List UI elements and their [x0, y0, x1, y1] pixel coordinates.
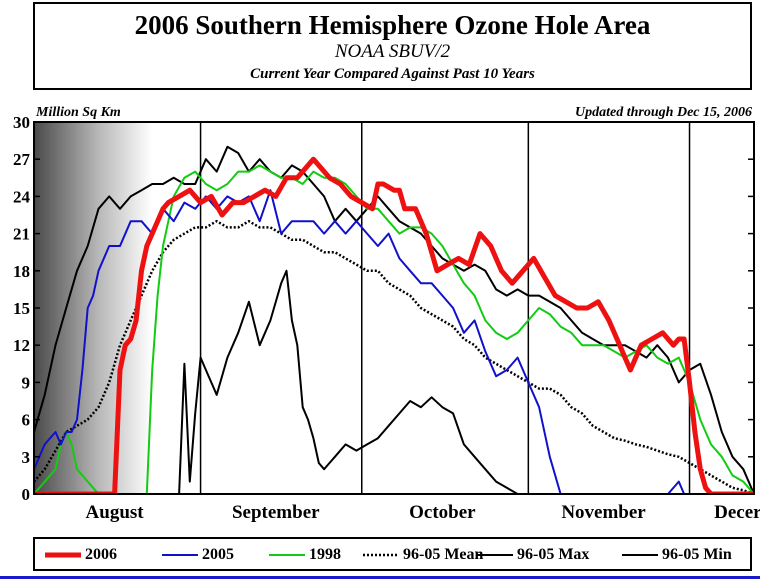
- updated-note: Updated through Dec 15, 2006: [575, 105, 752, 120]
- y-tick-label: 18: [13, 262, 30, 281]
- y-tick-label: 6: [22, 411, 31, 430]
- series-line-2006: [34, 156, 754, 494]
- legend-label: 96-05 Min: [662, 546, 732, 563]
- legend-label: 96-05 Mean: [403, 546, 484, 563]
- chart-title: 2006 Southern Hemisphere Ozone Hole Area: [134, 10, 651, 40]
- series-line-2005: [34, 189, 754, 494]
- title-box: 2006 Southern Hemisphere Ozone Hole Area…: [33, 2, 752, 90]
- y-tick-label: 12: [13, 336, 30, 355]
- bottom-rule: [0, 576, 760, 579]
- y-tick-label: 0: [22, 485, 31, 504]
- y-tick-label: 24: [13, 187, 31, 206]
- chart-subtitle: NOAA SBUV/2: [334, 41, 451, 62]
- x-axis: August September October November Decer: [86, 502, 760, 523]
- y-tick-label: 27: [13, 150, 31, 169]
- x-tick-label: September: [232, 502, 320, 523]
- y-tick-label: 3: [22, 448, 31, 467]
- chart-subtitle-2: Current Year Compared Against Past 10 Ye…: [250, 66, 535, 82]
- y-tick-label: 15: [13, 299, 30, 318]
- legend-label: 2006: [85, 546, 117, 563]
- legend-label: 96-05 Max: [517, 546, 590, 563]
- legend-label: 2005: [202, 546, 234, 563]
- series-lines: [34, 145, 754, 494]
- legend-label: 1998: [309, 546, 341, 563]
- series-line-96-05-min: [34, 269, 754, 494]
- series-line-96-05-mean: [34, 219, 754, 494]
- y-axis: 0 3 6 9 12 15 18 21 24 27 30: [13, 113, 754, 504]
- legend: 2006 2005 1998 96-05 Mean 96-05 Max 96-0…: [33, 537, 752, 571]
- y-tick-label: 30: [13, 113, 30, 132]
- series-line-96-05-max: [34, 145, 754, 494]
- x-tick-label: August: [86, 502, 145, 523]
- x-tick-label: November: [561, 502, 646, 523]
- y-tick-label: 21: [13, 225, 30, 244]
- y-tick-label: 9: [22, 373, 31, 392]
- y-axis-label: Million Sq Km: [35, 105, 121, 120]
- x-tick-label: Decer: [714, 502, 760, 523]
- shaded-band: [34, 122, 152, 494]
- x-tick-label: October: [409, 502, 476, 523]
- month-dividers: [199, 122, 691, 494]
